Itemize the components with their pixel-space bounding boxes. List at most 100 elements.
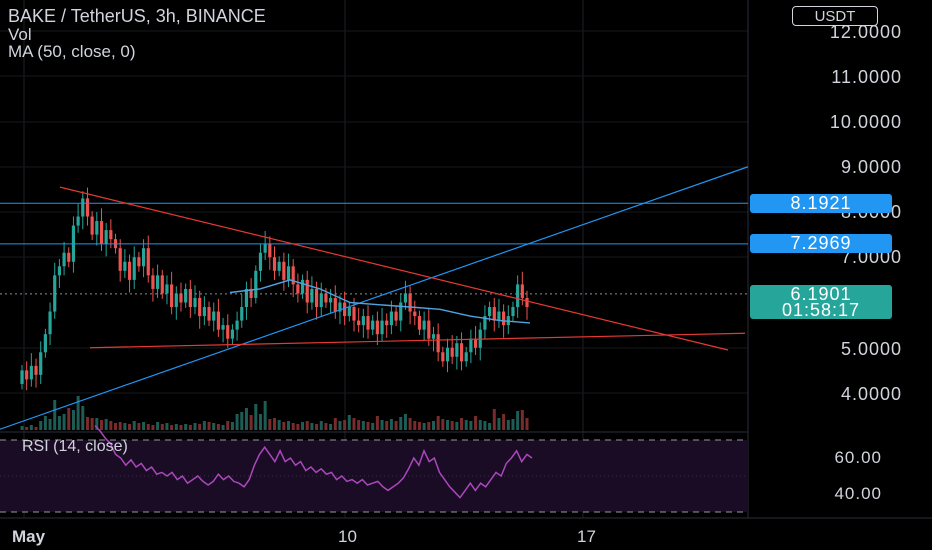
volume-bar [464, 420, 468, 430]
volume-bar [329, 424, 333, 430]
candle-body [132, 257, 136, 280]
volume-bar [202, 421, 206, 430]
rsi-line [94, 425, 533, 499]
candle-body [502, 311, 506, 326]
volume-bar [179, 425, 183, 430]
y-tick-label: 12.0000 [829, 22, 902, 42]
candle-body [254, 270, 258, 298]
volume-bar [483, 421, 487, 430]
candle-body [127, 261, 132, 280]
volume-bar [249, 415, 253, 430]
candle-body [109, 230, 113, 240]
volume-bar [282, 422, 286, 430]
volume-bar [474, 416, 478, 430]
volume-bar [310, 423, 314, 430]
candle-body [39, 352, 43, 375]
candle-body [95, 221, 99, 235]
volume-bar [352, 418, 356, 430]
volume-bar [506, 420, 510, 430]
volume-bar [389, 419, 393, 430]
price-line-tag[interactable]: 8.1921 [750, 194, 892, 213]
volume-bar [511, 419, 515, 430]
symbol-title: BAKE / TetherUS, 3h, BINANCE [8, 6, 266, 26]
candle-body [371, 320, 375, 330]
volume-bar [403, 414, 407, 430]
candle-body [413, 311, 417, 317]
volume-bar [520, 410, 524, 430]
volume-bar [324, 423, 328, 430]
volume-bar [109, 421, 113, 430]
volume-bar [170, 425, 174, 430]
trendline [59, 186, 729, 351]
candle-body [67, 252, 71, 262]
volume-bar [380, 420, 384, 430]
candle-body [230, 329, 235, 339]
candle-body [137, 257, 141, 267]
candle-body [198, 297, 202, 317]
candle-body [188, 288, 192, 308]
volume-bar [85, 417, 89, 430]
candle-body [165, 284, 169, 294]
volume-bar [446, 420, 450, 430]
volume-bar [67, 408, 71, 430]
volume-bar [90, 418, 94, 430]
candle-body [319, 293, 323, 308]
volume-bar [244, 408, 248, 430]
volume-bar [492, 409, 496, 430]
volume-bar [399, 417, 403, 430]
price-line-tag[interactable]: 7.2969 [750, 234, 892, 253]
candle-body [263, 243, 267, 253]
volume-bar [431, 421, 435, 430]
candle-body [511, 307, 515, 317]
volume-bar [160, 424, 164, 430]
volume-bar [132, 421, 136, 430]
y-tick-label: 4.0000 [840, 384, 902, 404]
candle-body [296, 284, 300, 294]
volume-bar [212, 423, 216, 430]
volume-bar [273, 418, 276, 430]
candle-body [300, 279, 305, 294]
candle-body [329, 297, 333, 303]
volume-bar [221, 425, 225, 430]
volume-bar [76, 396, 80, 430]
candle-body [492, 307, 496, 321]
candle-body [525, 297, 529, 308]
candle-body [380, 320, 384, 335]
volume-bar [478, 420, 482, 430]
candle-body [20, 370, 24, 384]
candle-body [403, 293, 408, 303]
volume-bar [48, 419, 52, 430]
candle-body [436, 334, 440, 353]
candle-body [193, 297, 197, 308]
volume-bar [375, 416, 379, 430]
candle-body [417, 316, 422, 330]
candle-body [104, 230, 108, 244]
currency-button[interactable]: USDT [792, 6, 878, 26]
candle-body [57, 266, 62, 276]
volume-bar [436, 416, 440, 430]
volume-bar [62, 414, 66, 430]
volume-bar [385, 421, 389, 430]
volume-bar [151, 425, 155, 430]
candle-body [394, 311, 398, 321]
volume-bar [216, 424, 220, 430]
candle-body [202, 307, 206, 317]
volume-bar [53, 400, 57, 430]
candle-body [207, 307, 211, 321]
candle-body [375, 320, 379, 335]
volume-bar [137, 423, 141, 430]
volume-bar [25, 427, 29, 430]
volume-bar [427, 422, 431, 430]
volume-bar [277, 420, 281, 430]
volume-bar [315, 424, 319, 430]
candle-body [244, 288, 249, 308]
candle-body [422, 320, 426, 330]
candle-body [174, 293, 178, 308]
candle-body [286, 266, 291, 280]
volume-bar [123, 423, 127, 430]
volume-bar [193, 423, 197, 430]
volume-bar [156, 422, 160, 430]
candle-body [385, 320, 389, 326]
candle-body [268, 243, 272, 258]
